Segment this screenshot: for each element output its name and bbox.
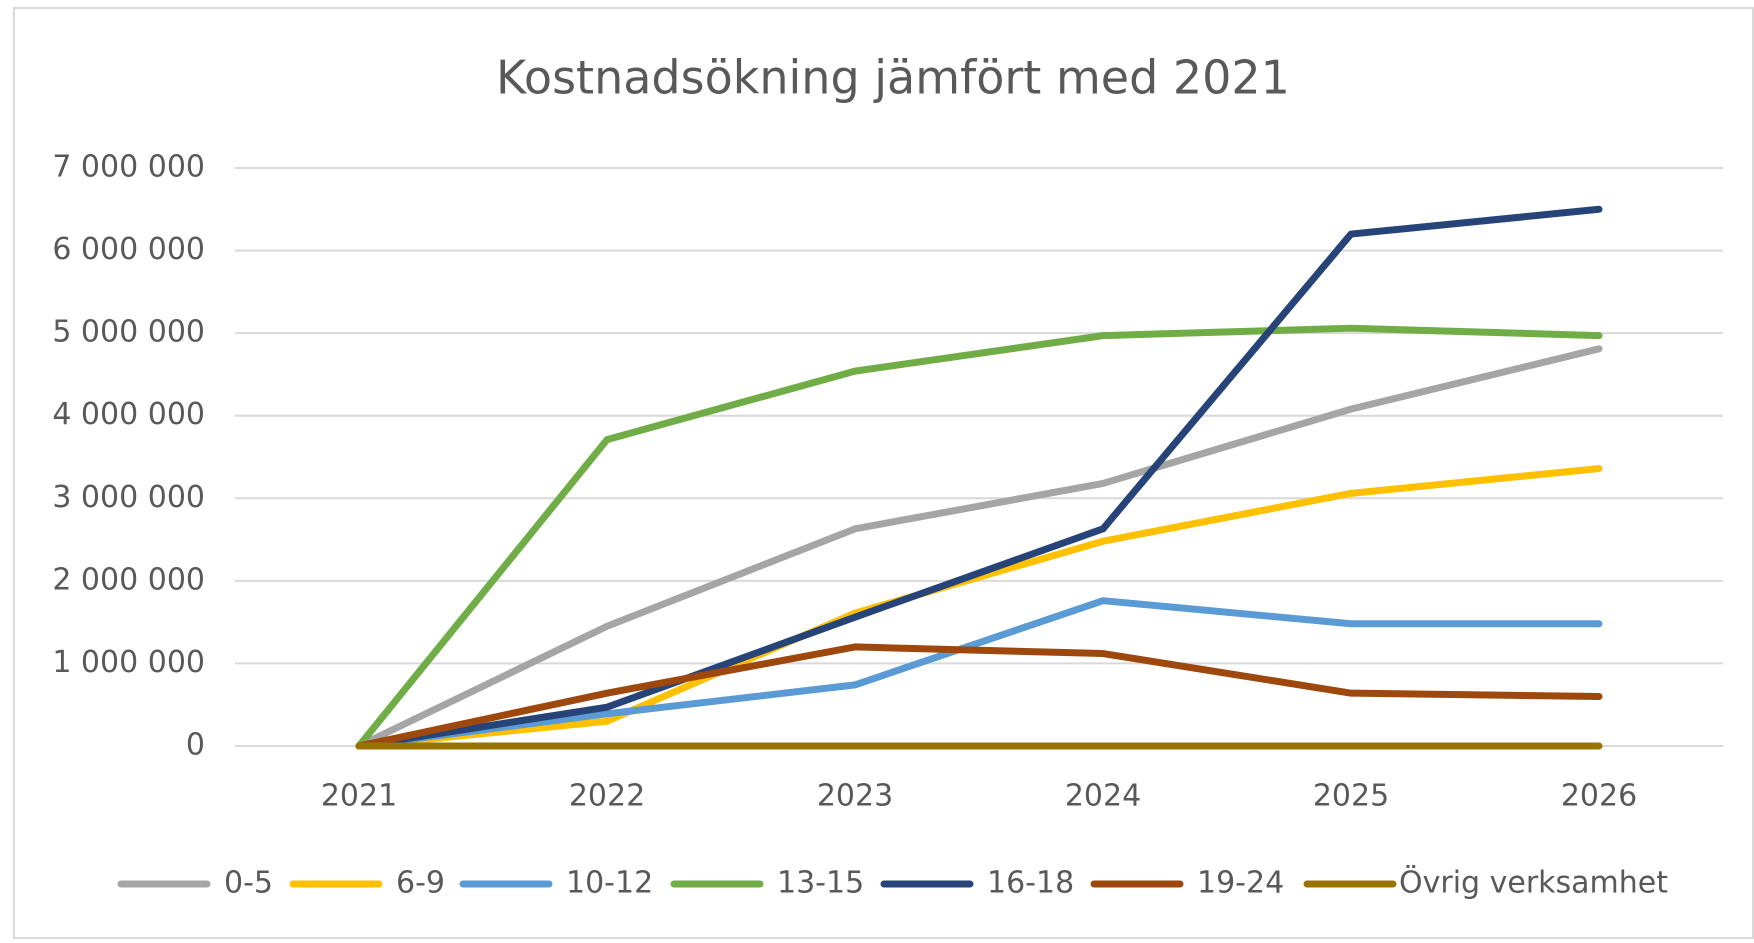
chart-frame: [13, 7, 1754, 939]
legend-label: 16-18: [987, 866, 1074, 901]
x-tick-label: 2022: [569, 779, 645, 814]
legend-label: 13-15: [777, 866, 864, 901]
y-tick-label: 6 000 000: [52, 232, 205, 267]
series-line: [355, 597, 1603, 750]
y-tick-label: 5 000 000: [52, 315, 205, 350]
y-tick-label: 2 000 000: [52, 562, 205, 597]
chart-title: Kostnadsökning jämfört med 2021: [496, 51, 1290, 105]
x-tick-label: 2024: [1065, 779, 1141, 814]
legend-label: 6-9: [396, 866, 445, 901]
x-tick-label: 2026: [1561, 779, 1637, 814]
series-line: [355, 643, 1603, 750]
series-line: [355, 345, 1603, 750]
x-tick-label: 2023: [817, 779, 893, 814]
y-tick-label: 4 000 000: [52, 397, 205, 432]
y-tick-label: 0: [186, 728, 205, 763]
y-tick-label: 1 000 000: [52, 645, 205, 680]
x-tick-label: 2021: [321, 779, 397, 814]
x-tick-label: 2025: [1313, 779, 1389, 814]
legend-label: 19-24: [1197, 866, 1284, 901]
legend-label: 0-5: [224, 866, 273, 901]
y-tick-label: 7 000 000: [52, 150, 205, 185]
y-tick-label: 3 000 000: [52, 480, 205, 515]
legend-label: 10-12: [566, 866, 653, 901]
series-line: [355, 324, 1603, 750]
series-line: [355, 465, 1603, 750]
legend-label: Övrig verksamhet: [1399, 865, 1668, 901]
series-line: [355, 205, 1603, 750]
